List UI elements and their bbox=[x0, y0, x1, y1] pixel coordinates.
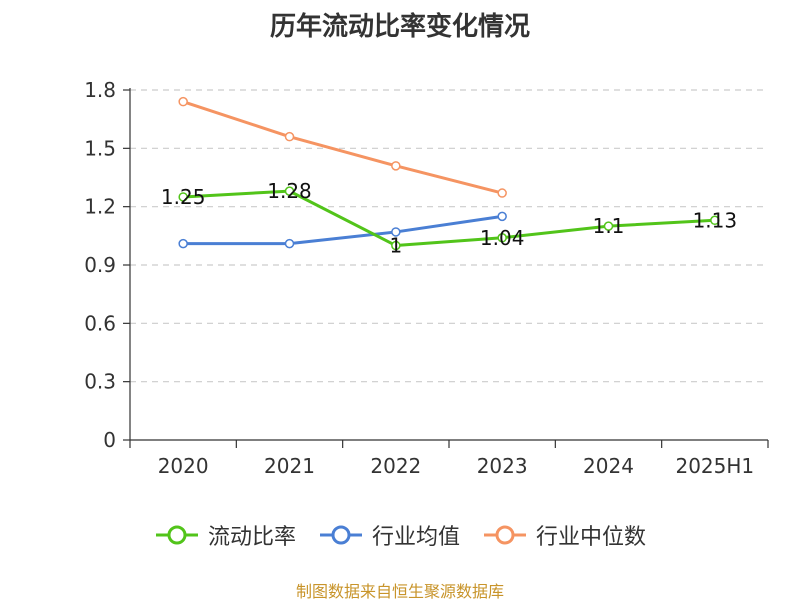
data-label: 1.13 bbox=[693, 208, 738, 232]
y-tick-label: 1.2 bbox=[84, 195, 116, 219]
legend: 流动比率 行业均值 行业中位数 bbox=[0, 519, 800, 551]
data-point bbox=[391, 161, 401, 171]
x-tick-label: 2023 bbox=[477, 454, 528, 478]
legend-label: 流动比率 bbox=[207, 525, 296, 550]
data-label: 1.1 bbox=[593, 214, 625, 238]
data-point bbox=[178, 96, 188, 107]
series-line bbox=[183, 189, 715, 248]
data-point bbox=[284, 186, 295, 196]
data-label: 1 bbox=[389, 234, 402, 258]
legend-swatch-icon bbox=[319, 525, 362, 545]
series-line bbox=[182, 100, 503, 195]
data-point bbox=[178, 192, 188, 202]
x-tick-label: 2021 bbox=[264, 454, 315, 478]
data-point bbox=[284, 238, 295, 249]
data-point bbox=[284, 131, 295, 142]
x-tick-label: 2025H1 bbox=[675, 454, 754, 478]
data-label: 1.28 bbox=[267, 179, 312, 203]
legend-item-industry-mean[interactable]: 行业均值 bbox=[318, 519, 460, 551]
x-tick-label: 2024 bbox=[583, 454, 634, 478]
legend-swatch-icon bbox=[155, 525, 198, 545]
data-point bbox=[178, 238, 188, 249]
chart-title: 历年流动比率变化情况 bbox=[269, 12, 530, 42]
data-point bbox=[497, 211, 507, 222]
y-tick-label: 1.5 bbox=[84, 136, 116, 160]
data-point bbox=[391, 240, 401, 251]
series-line bbox=[183, 214, 503, 246]
data-point bbox=[603, 221, 614, 231]
data-label: 1.25 bbox=[161, 185, 206, 209]
legend-item-industry-median[interactable]: 行业中位数 bbox=[482, 519, 646, 551]
y-tick-label: 0.6 bbox=[84, 311, 116, 335]
data-point bbox=[497, 188, 507, 198]
data-label: 1.04 bbox=[480, 226, 525, 250]
y-tick-label: 0 bbox=[103, 428, 116, 452]
x-tick-label: 2022 bbox=[370, 454, 421, 478]
source-note: 制图数据来自恒生聚源数据库 bbox=[295, 582, 504, 600]
legend-label: 行业中位数 bbox=[536, 525, 647, 550]
data-point bbox=[391, 227, 401, 237]
data-point bbox=[497, 233, 507, 243]
legend-label: 行业均值 bbox=[371, 525, 460, 550]
legend-swatch-icon bbox=[484, 525, 526, 545]
x-tick-label: 2020 bbox=[158, 454, 209, 478]
data-point bbox=[710, 215, 720, 226]
legend-item-current-ratio[interactable]: 流动比率 bbox=[154, 519, 296, 551]
y-tick-label: 1.8 bbox=[84, 78, 116, 102]
y-tick-label: 0.9 bbox=[84, 253, 116, 277]
y-tick-label: 0.3 bbox=[84, 370, 116, 394]
